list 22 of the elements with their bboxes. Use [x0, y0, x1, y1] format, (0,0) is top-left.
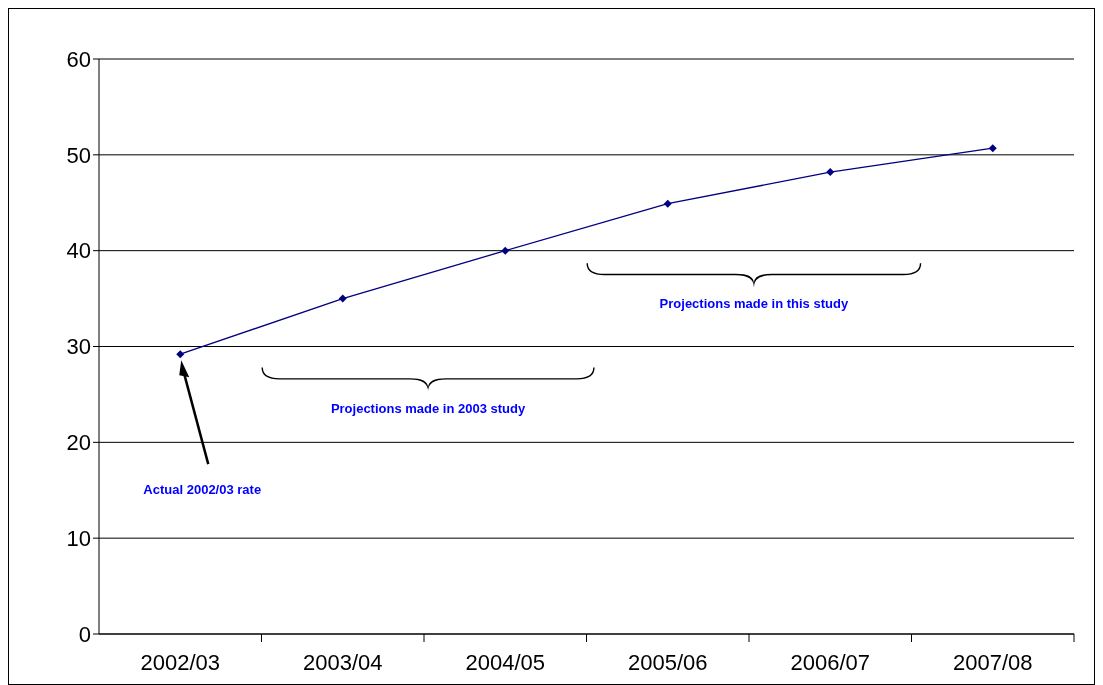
point — [988, 144, 997, 153]
x-tick-label: 2003/04 — [302, 649, 383, 675]
point — [826, 168, 835, 177]
x-tick-label: 2007/08 — [952, 649, 1033, 675]
annotation: Projections made in 2003 study — [330, 400, 526, 416]
y-tick-label: 30 — [66, 334, 91, 360]
x-tick-label: 2005/06 — [627, 649, 708, 675]
x-tick-label: 2004/05 — [465, 649, 546, 675]
y-tick-label: 20 — [66, 430, 91, 456]
y-tick-label: 60 — [66, 46, 91, 72]
annotation: Actual 2002/03 rate — [143, 482, 262, 498]
point — [338, 294, 347, 303]
x-tick-label: 2006/07 — [790, 649, 871, 675]
annotation: Projections made in this study — [659, 296, 849, 312]
y-tick-label: 0 — [78, 621, 91, 647]
x-tick-label: 2002/03 — [140, 649, 221, 675]
point — [501, 246, 510, 255]
point — [176, 350, 185, 359]
y-tick-label: 40 — [66, 238, 91, 264]
point — [663, 199, 672, 208]
y-tick-label: 10 — [66, 525, 91, 551]
y-tick-label: 50 — [66, 142, 91, 168]
